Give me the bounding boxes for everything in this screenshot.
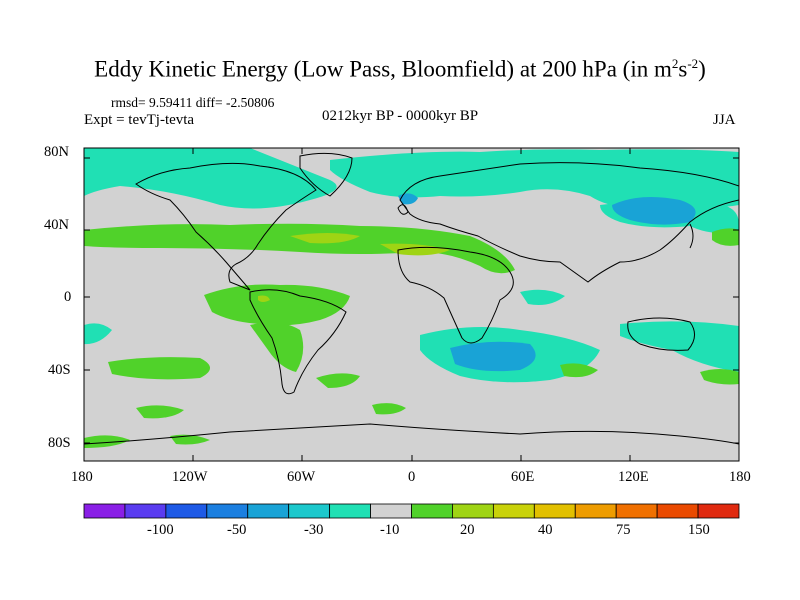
contour-green-south-pacific-east <box>700 369 739 385</box>
contour-yellowgreen-tropical <box>258 295 270 302</box>
colorbar-swatch <box>124 503 167 519</box>
coast-australia <box>627 317 695 351</box>
colorbar-swatch <box>492 503 535 519</box>
colorbar-swatch <box>83 503 126 519</box>
contour-yellowgreen-north-jet <box>290 233 360 244</box>
contour-green-antarctic-pacific <box>136 405 184 419</box>
colorbar-swatch <box>574 503 617 519</box>
colorbar-label-4: -10 <box>380 522 400 538</box>
contour-yellowgreen-atlantic-jet <box>380 243 450 256</box>
lon-tick-120e: 120E <box>618 469 649 485</box>
contour-green-south-indian <box>560 363 598 378</box>
colorbar-swatch <box>615 503 658 519</box>
contour-green-tropical-pacific <box>204 284 350 326</box>
colorbar <box>83 503 740 519</box>
contour-cyan-north-atlantic-eurasia <box>330 149 739 208</box>
lat-tick-40s: 40S <box>48 362 71 378</box>
contour-blue-north-atlantic <box>398 193 418 205</box>
colorbar-swatch <box>206 503 249 519</box>
lon-tick-60e: 60E <box>511 469 535 485</box>
colorbar-label-7: 75 <box>616 522 631 538</box>
coast-antarctica <box>84 423 739 445</box>
contour-cyan-southern-pacific-west <box>84 323 112 345</box>
colorbar-swatch <box>533 503 576 519</box>
coast-japan <box>689 223 694 249</box>
colorbar-swatch <box>697 503 740 519</box>
contour-green-north-jet <box>84 223 515 274</box>
contour-cyan-indian-ocean <box>520 289 565 305</box>
coastlines <box>84 152 739 445</box>
colorbar-label-1: -100 <box>147 522 174 538</box>
contour-green-south-pacific <box>108 357 210 380</box>
coast-africa <box>397 246 514 344</box>
contour-blue-south-africa <box>450 341 536 372</box>
colorbar-label-8: 150 <box>688 522 710 538</box>
lon-tick-120w: 120W <box>172 469 208 485</box>
season-label: JJA <box>713 112 736 128</box>
lon-tick-180w: 180 <box>71 469 93 485</box>
colorbar-swatch <box>247 503 290 519</box>
contour-green-far-south-west <box>84 435 130 448</box>
period-label: 0212kyr BP - 0000kyr BP <box>322 108 479 124</box>
coast-north-america <box>135 162 317 291</box>
stats-label: rmsd= 9.59411 diff= -2.50806 <box>111 95 275 110</box>
chart-title: Eddy Kinetic Energy (Low Pass, Bloomfiel… <box>94 56 706 82</box>
colorbar-label-5: 20 <box>460 522 475 538</box>
lon-tick-60w: 60W <box>287 469 316 485</box>
lon-tick-180e: 180 <box>729 469 751 485</box>
colorbar-swatch <box>656 503 699 519</box>
coast-uk <box>397 204 409 215</box>
colorbar-swatch <box>370 503 412 519</box>
experiment-label: Expt = tevTj-tevta <box>84 112 195 128</box>
lat-tick-80s: 80S <box>48 435 71 451</box>
lon-tick-0: 0 <box>408 469 416 485</box>
contour-cyan-australia <box>620 321 739 372</box>
colorbar-swatch <box>411 503 453 519</box>
colorbar-label-2: -50 <box>227 522 247 538</box>
lat-tick-80n: 80N <box>44 144 69 160</box>
colorbar-swatch <box>165 503 208 519</box>
coast-south-america <box>249 289 347 395</box>
lat-tick-0: 0 <box>64 289 72 305</box>
contour-blue-siberia <box>612 196 696 225</box>
axis-ticks <box>84 148 739 461</box>
colorbar-swatch <box>329 503 371 519</box>
contour-green-pacific-east <box>712 228 739 246</box>
colorbar-label-6: 40 <box>538 522 553 538</box>
colorbar-label-3: -30 <box>304 522 324 538</box>
lat-tick-40n: 40N <box>44 217 69 233</box>
contour-cyan-north-americas <box>84 148 337 209</box>
contour-green-south-america <box>250 322 304 372</box>
coast-eurasia <box>399 162 739 283</box>
contour-green-south-atlantic <box>316 373 360 388</box>
map-field <box>84 148 739 461</box>
colorbar-swatch <box>288 503 331 519</box>
contour-green-antarctic-atlantic <box>372 403 406 415</box>
coast-greenland <box>299 152 353 197</box>
colorbar-swatch <box>452 503 494 519</box>
